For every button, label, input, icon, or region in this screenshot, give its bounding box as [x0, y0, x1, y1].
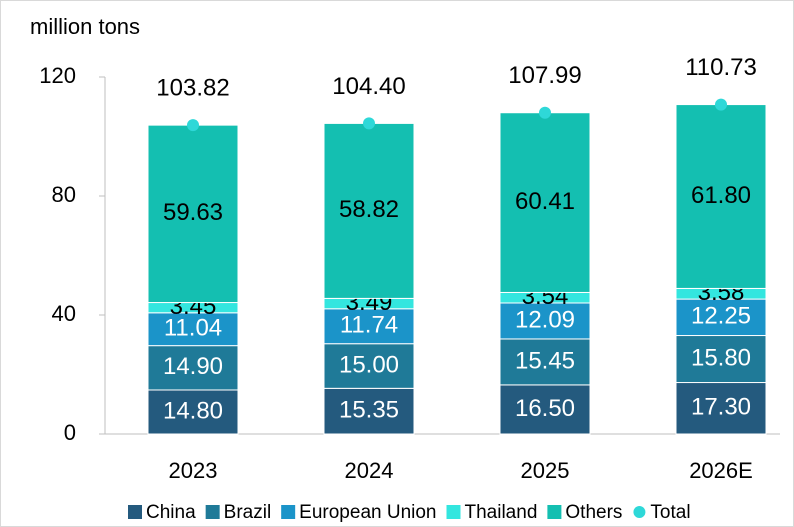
value-label: 58.82 [339, 196, 399, 223]
legend-label: Brazil [224, 502, 272, 523]
bar-segment [323, 387, 415, 435]
x-tick-label: 2024 [345, 458, 394, 483]
legend-label: Total [650, 502, 690, 523]
total-dot [187, 119, 199, 132]
x-tick-label: 2025 [521, 458, 570, 483]
value-label: 61.80 [691, 182, 751, 209]
value-label: 11.04 [164, 315, 222, 342]
legend-swatch [547, 505, 562, 519]
total-dot [715, 98, 727, 111]
bar-segment [499, 112, 591, 293]
bar-segment [675, 104, 767, 289]
legend-swatch [446, 505, 461, 519]
value-label: 59.63 [163, 199, 223, 226]
y-tick-label: 80 [52, 182, 76, 207]
total-label: 103.82 [156, 74, 229, 101]
bar-segment [675, 382, 767, 435]
legend-swatch [633, 506, 646, 518]
bar-segment [323, 122, 415, 299]
value-label: 14.90 [163, 353, 223, 380]
total-dot [363, 117, 375, 130]
value-label: 17.30 [691, 394, 751, 421]
bar-segment [499, 338, 591, 386]
legend-swatch [281, 505, 296, 519]
y-axis-label: million tons [30, 14, 140, 39]
value-label: 15.45 [515, 347, 575, 374]
y-tick-label: 40 [52, 301, 76, 326]
value-label: 15.80 [691, 344, 751, 371]
bar-segment [147, 389, 239, 435]
legend-label: European Union [299, 502, 436, 523]
bar-segment [147, 124, 239, 304]
y-tick-label: 0 [64, 420, 76, 445]
value-label: 16.50 [515, 395, 575, 422]
value-label: 15.35 [339, 397, 399, 424]
bar-segment [323, 308, 415, 345]
legend-label: China [146, 502, 196, 523]
total-label: 107.99 [508, 62, 581, 89]
value-label: 11.74 [340, 312, 398, 339]
x-tick-label: 2026E [689, 458, 753, 483]
bar-segment [323, 343, 415, 389]
y-tick-label: 120 [39, 63, 76, 88]
bar-segment [675, 335, 767, 384]
total-label: 110.73 [685, 54, 757, 81]
value-label: 12.09 [515, 306, 575, 333]
total-label: 104.40 [332, 73, 405, 100]
value-label: 60.41 [515, 188, 575, 215]
legend-label: Thailand [465, 502, 538, 523]
legend-swatch [128, 505, 142, 519]
bar-segment [499, 302, 591, 340]
value-label: 14.80 [163, 397, 223, 424]
value-label: 12.25 [691, 303, 751, 330]
total-dot [539, 106, 551, 119]
value-label: 15.00 [339, 351, 399, 378]
x-tick-label: 2023 [169, 458, 218, 483]
legend-label: Others [565, 502, 622, 523]
legend-swatch [205, 505, 220, 519]
bar-segment [147, 345, 239, 391]
